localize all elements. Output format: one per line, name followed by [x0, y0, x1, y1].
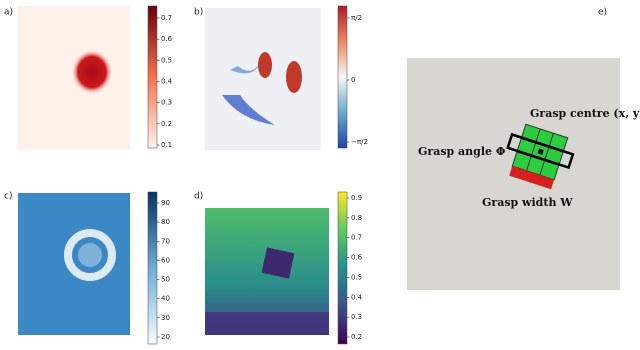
colorbar-tick-label: 0.3 [161, 99, 172, 107]
colorbar-tick-label: 80 [161, 218, 170, 226]
colorbar-tick-label: π/2 [351, 14, 362, 22]
colorbar-tick-label: 0.2 [161, 120, 172, 128]
panel-a: a) [4, 5, 158, 150]
panel-e: e) Grasp centre (x, y) Grasp angle Φ Gra… [407, 8, 640, 290]
blob [72, 50, 112, 94]
colorbar-tick-label: 0.9 [351, 194, 362, 202]
colorbar-tick-label: 0.7 [161, 14, 172, 22]
band [205, 312, 329, 335]
colorbar-tick-label: 50 [161, 276, 170, 284]
colorbar-tick-label: 70 [161, 237, 170, 245]
colorbar-tick-label: 0.6 [351, 254, 363, 262]
panel-d: d) [194, 191, 348, 345]
colorbar-tick-label: 0.4 [161, 78, 173, 86]
colorbar-tick-label: 0.2 [351, 333, 362, 341]
annotation: Grasp angle Φ [418, 145, 506, 158]
colorbar [147, 5, 158, 149]
panel-label: a) [4, 8, 13, 18]
region [222, 95, 275, 125]
colorbar-tick-label: 0.6 [161, 35, 173, 43]
colorbar-tick-label: 0.5 [351, 273, 362, 281]
region [258, 52, 272, 78]
region [230, 60, 262, 74]
colorbar-tick-label: 0.1 [161, 141, 172, 149]
colorbar-tick-label: 20 [161, 333, 170, 341]
panel-c: c) [4, 191, 158, 345]
panel-label: c) [4, 192, 12, 202]
panel-label: b) [194, 8, 203, 18]
colorbar-tick-label: 40 [161, 295, 170, 303]
ring-centre [78, 243, 102, 267]
object [261, 247, 295, 279]
colorbar [337, 5, 348, 149]
colorbar-tick-label: 60 [161, 256, 170, 264]
colorbar-tick-label: 90 [161, 199, 170, 207]
annotation: Grasp width W [482, 196, 573, 209]
region [286, 61, 302, 93]
colorbar-tick-label: 0.7 [351, 234, 362, 242]
colorbar-tick-label: 0.4 [351, 293, 363, 301]
panel-label: d) [194, 192, 203, 202]
colorbar [337, 191, 348, 345]
cube [506, 123, 575, 190]
colorbar-tick-label: 30 [161, 314, 170, 322]
heatmap [205, 8, 321, 150]
colorbar-tick-label: 0.8 [351, 214, 362, 222]
colorbar-tick-label: 0.5 [161, 56, 172, 64]
colorbar-tick-label: −π/2 [351, 138, 368, 146]
colorbar [147, 191, 158, 345]
colorbar-tick-label: 0.3 [351, 313, 362, 321]
colorbar-tick-label: 0 [351, 76, 355, 84]
panel-label: e) [598, 8, 607, 18]
panel-b: b) [194, 5, 348, 150]
ring [64, 229, 116, 281]
annotation: Grasp centre (x, y) [530, 107, 640, 120]
